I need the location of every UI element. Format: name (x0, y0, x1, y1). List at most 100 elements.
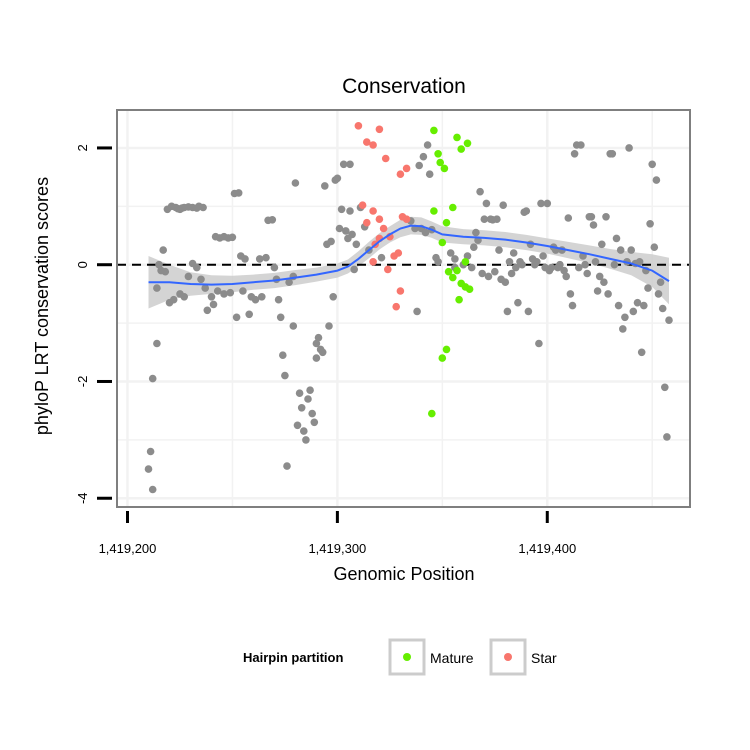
other-point (654, 290, 663, 298)
other-point (234, 189, 243, 197)
other-point (451, 255, 459, 263)
other-point (562, 272, 570, 281)
other-point (300, 427, 308, 435)
star-point (369, 207, 377, 215)
other-point (577, 141, 585, 149)
other-point (589, 221, 598, 229)
chart-title: Conservation (342, 75, 466, 98)
x-tick-label: 1,419,200 (99, 541, 157, 556)
mature-point (453, 133, 461, 142)
other-point (499, 201, 508, 209)
other-point (197, 275, 205, 284)
other-point (289, 322, 298, 330)
mature-point (430, 126, 438, 135)
other-point (470, 243, 478, 251)
other-point (153, 284, 161, 292)
star-point (384, 265, 392, 274)
other-point (308, 409, 317, 418)
star-point (354, 122, 363, 130)
other-point (503, 307, 512, 316)
other-point (348, 230, 356, 239)
other-point (593, 287, 602, 295)
mature-point (463, 139, 472, 148)
y-tick-label: 0 (75, 261, 90, 268)
other-point (312, 354, 321, 362)
mature-point (440, 164, 449, 173)
other-point (180, 293, 188, 301)
other-point (608, 150, 617, 158)
other-point (283, 462, 291, 470)
other-point (522, 207, 531, 215)
other-point (658, 304, 667, 313)
other-point (512, 263, 520, 272)
other-point (543, 199, 552, 208)
other-point (268, 216, 277, 224)
other-point (476, 187, 484, 196)
mature-point (434, 150, 442, 158)
other-point (419, 152, 428, 161)
legend-title: Hairpin partition (243, 650, 343, 665)
other-point (184, 272, 193, 281)
other-point (337, 205, 346, 214)
y-tick-label: -4 (75, 492, 90, 504)
other-point (295, 389, 304, 398)
star-point (381, 154, 390, 163)
other-point (274, 295, 283, 304)
other-point (342, 227, 350, 235)
other-point (297, 404, 306, 412)
legend-label-mature: Mature (430, 650, 474, 666)
other-point (293, 421, 302, 430)
other-point (321, 182, 329, 190)
panel-border (116, 109, 691, 508)
other-point (423, 141, 432, 149)
mature-point (455, 295, 463, 304)
mature-point (442, 218, 451, 227)
other-point (159, 246, 167, 254)
other-point (661, 383, 669, 392)
other-point (421, 228, 430, 237)
other-point (232, 313, 241, 322)
other-point (312, 339, 321, 348)
other-point (533, 258, 541, 266)
other-point (413, 307, 421, 316)
other-point (201, 284, 209, 292)
other-point (302, 436, 310, 444)
other-point (602, 213, 610, 221)
mature-point (465, 285, 474, 294)
other-point (446, 249, 455, 257)
other-point (291, 179, 300, 187)
other-point (493, 215, 501, 223)
star-point (396, 170, 405, 178)
other-point (539, 252, 547, 260)
other-point (281, 371, 289, 380)
other-point (581, 260, 589, 269)
other-point (663, 433, 671, 441)
plot-panel (116, 109, 691, 508)
x-tick-label: 1,419,300 (308, 541, 366, 556)
other-point (434, 258, 442, 266)
other-point (467, 263, 476, 272)
other-point (646, 220, 654, 228)
other-point (276, 313, 285, 322)
other-point (595, 272, 604, 281)
mature-point (430, 207, 438, 215)
other-point (255, 255, 264, 263)
other-point (482, 199, 491, 208)
star-point (363, 138, 371, 146)
other-point (625, 144, 633, 152)
y-tick-label: 2 (75, 144, 90, 151)
mature-point (444, 267, 453, 276)
other-point (463, 252, 472, 260)
other-point (327, 237, 335, 246)
star-point (402, 164, 411, 173)
other-point (346, 160, 354, 169)
other-point (148, 374, 157, 383)
other-point (415, 161, 424, 170)
other-point (566, 290, 575, 298)
mature-point (449, 203, 457, 212)
other-point (610, 260, 619, 269)
other-point (425, 170, 434, 178)
y-axis-title: phyloP LRT conservation scores (32, 177, 52, 435)
other-point (480, 215, 489, 223)
other-point (148, 485, 157, 494)
